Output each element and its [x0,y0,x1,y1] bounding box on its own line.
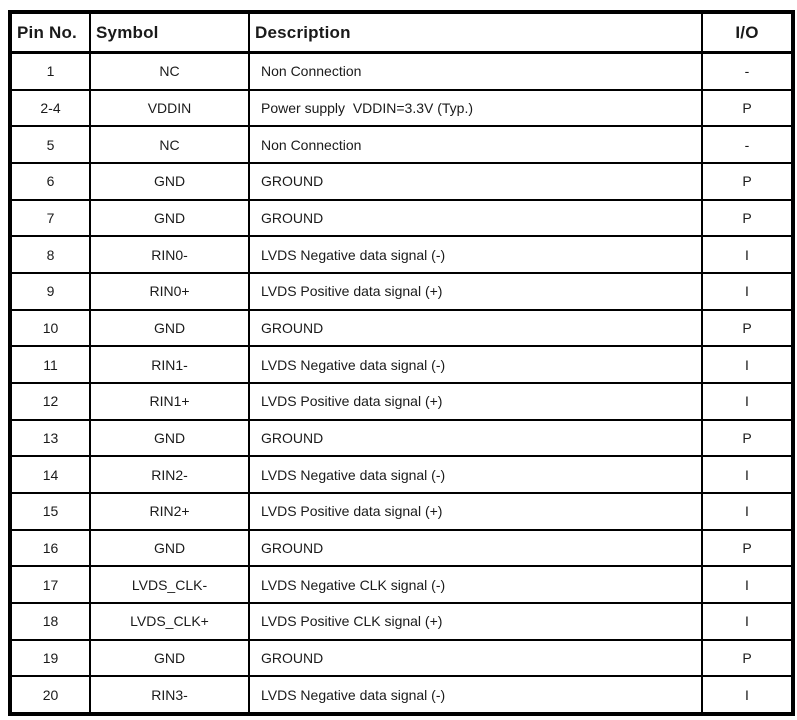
io-cell: I [701,601,794,641]
table-row: 20 RIN3- LVDS Negative data signal (-) I [9,675,794,715]
description-cell: LVDS Positive data signal (+) [248,381,703,421]
pin-cell: 13 [9,418,91,458]
symbol-cell: VDDIN [89,88,250,128]
table-row: 18 LVDS_CLK+ LVDS Positive CLK signal (+) I [9,601,794,641]
symbol-cell: NC [89,51,250,91]
io-cell: P [701,528,794,568]
pin-cell: 11 [9,345,91,384]
table-row: 8 RIN0- LVDS Negative data signal (-) I [9,235,794,274]
table-row: 9 RIN0+ LVDS Positive data signal (+) I [9,271,794,311]
table-row: 13 GND GROUND P [9,418,794,458]
table-row: 6 GND GROUND P [9,162,794,201]
pin-cell: 7 [9,198,91,238]
description-cell: GROUND [248,528,703,568]
description-cell: LVDS Positive CLK signal (+) [248,601,703,641]
symbol-cell: RIN0+ [89,271,250,311]
io-cell: I [701,381,794,421]
symbol-cell: GND [89,198,250,238]
table-row: 7 GND GROUND P [9,198,794,238]
description-cell: Non Connection [248,125,703,165]
description-cell: LVDS Negative data signal (-) [248,675,703,715]
symbol-cell: LVDS_CLK+ [89,601,250,641]
description-cell: GROUND [248,162,703,201]
pin-cell: 5 [9,125,91,165]
pin-cell: 17 [9,565,91,604]
pin-cell: 9 [9,271,91,311]
column-header-symbol: Symbol [89,11,250,54]
column-header-description: Description [248,11,703,54]
symbol-cell: RIN0- [89,235,250,274]
io-cell: P [701,198,794,238]
pin-cell: 6 [9,162,91,201]
table-row: 12 RIN1+ LVDS Positive data signal (+) I [9,381,794,421]
pin-cell: 10 [9,308,91,348]
description-cell: GROUND [248,638,703,678]
io-cell: I [701,455,794,494]
description-cell: LVDS Positive data signal (+) [248,271,703,311]
table-row: 10 GND GROUND P [9,308,794,348]
pin-cell: 15 [9,491,91,531]
pin-cell: 20 [9,675,91,715]
description-cell: LVDS Negative data signal (-) [248,455,703,494]
symbol-cell: RIN3- [89,675,250,715]
symbol-cell: RIN2- [89,455,250,494]
pin-cell: 14 [9,455,91,494]
io-cell: I [701,345,794,384]
symbol-cell: GND [89,418,250,458]
io-cell: - [701,51,794,91]
column-header-io: I/O [701,11,794,54]
symbol-cell: LVDS_CLK- [89,565,250,604]
table-row: 16 GND GROUND P [9,528,794,568]
symbol-cell: RIN1- [89,345,250,384]
table-row: 14 RIN2- LVDS Negative data signal (-) I [9,455,794,494]
description-cell: LVDS Positive data signal (+) [248,491,703,531]
symbol-cell: GND [89,308,250,348]
header-row: Pin No. Symbol Description I/O [9,11,794,54]
io-cell: I [701,675,794,715]
description-cell: LVDS Negative data signal (-) [248,235,703,274]
description-cell: Power supply VDDIN=3.3V (Typ.) [248,88,703,128]
table-body: 1 NC Non Connection -2-4 VDDIN Power supply V… [9,51,794,715]
description-cell: GROUND [248,418,703,458]
description-cell: GROUND [248,308,703,348]
table-row: 19 GND GROUND P [9,638,794,678]
io-cell: P [701,88,794,128]
symbol-cell: RIN1+ [89,381,250,421]
pin-cell: 8 [9,235,91,274]
table-row: 1 NC Non Connection - [9,51,794,91]
io-cell: I [701,491,794,531]
symbol-cell: GND [89,162,250,201]
symbol-cell: RIN2+ [89,491,250,531]
io-cell: I [701,565,794,604]
io-cell: P [701,308,794,348]
pin-cell: 1 [9,51,91,91]
pin-cell: 19 [9,638,91,678]
symbol-cell: GND [89,638,250,678]
pin-cell: 16 [9,528,91,568]
pin-cell: 18 [9,601,91,641]
table-row: 2-4 VDDIN Power supply VDDIN=3.3V (Typ.) P [9,88,794,128]
description-cell: LVDS Negative CLK signal (-) [248,565,703,604]
column-header-pin-no: Pin No. [9,11,91,54]
io-cell: P [701,638,794,678]
description-cell: GROUND [248,198,703,238]
pin-assignment-table: Pin No. Symbol Description I/O 1 NC Non Co… [8,10,795,716]
table-row: 5 NC Non Connection - [9,125,794,165]
table-header: Pin No. Symbol Description I/O [9,11,794,54]
table-row: 17 LVDS_CLK- LVDS Negative CLK signal (-) I [9,565,794,604]
table-row: 15 RIN2+ LVDS Positive data signal (+) I [9,491,794,531]
pin-cell: 12 [9,381,91,421]
io-cell: P [701,162,794,201]
io-cell: - [701,125,794,165]
table-row: 11 RIN1- LVDS Negative data signal (-) I [9,345,794,384]
symbol-cell: GND [89,528,250,568]
io-cell: I [701,235,794,274]
io-cell: P [701,418,794,458]
symbol-cell: NC [89,125,250,165]
io-cell: I [701,271,794,311]
description-cell: Non Connection [248,51,703,91]
description-cell: LVDS Negative data signal (-) [248,345,703,384]
pin-cell: 2-4 [9,88,91,128]
